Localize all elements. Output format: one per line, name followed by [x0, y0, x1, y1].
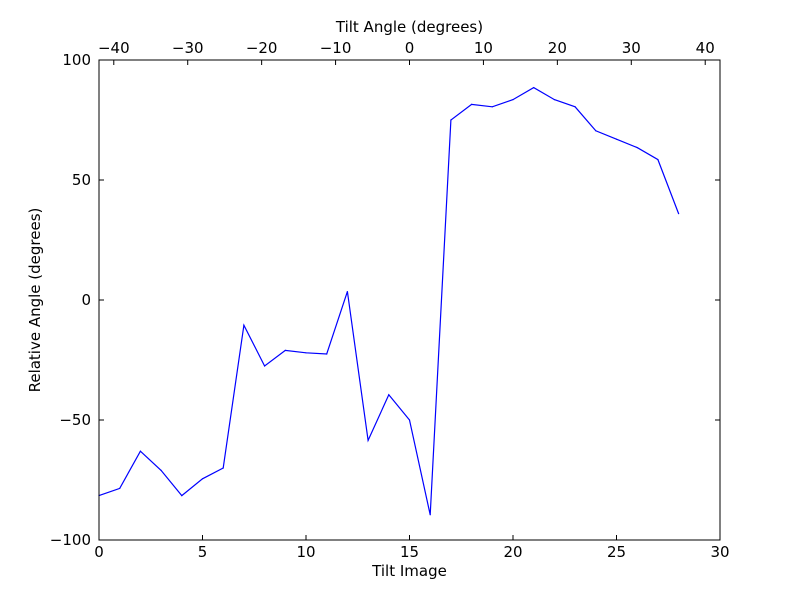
y-tick-label: 50: [72, 171, 91, 189]
data-point: [678, 213, 680, 215]
top-x-tick-label: 20: [548, 39, 567, 57]
top-x-tick-label: 0: [405, 39, 415, 57]
x-tick-label: 5: [198, 543, 208, 561]
data-point: [408, 419, 411, 421]
top-x-tick-label: −20: [246, 39, 278, 57]
y-tick-label: 0: [81, 291, 91, 309]
data-point: [326, 353, 328, 355]
data-point: [222, 467, 224, 469]
data-point: [160, 469, 162, 471]
data-point: [471, 103, 473, 105]
top-x-tick-label: −40: [98, 39, 130, 57]
data-point: [346, 291, 348, 293]
data-point: [615, 138, 618, 140]
y-tick-label: 100: [62, 51, 91, 69]
x-axis-title: Tilt Image: [371, 562, 447, 580]
x-tick-label: 10: [296, 543, 315, 561]
data-point: [574, 106, 576, 108]
y-tick-label: −50: [59, 411, 91, 429]
y-tick-label: −100: [50, 531, 91, 549]
data-point: [636, 147, 638, 149]
x-tick-label: 0: [94, 543, 104, 561]
top-x-tick-label: 30: [622, 39, 641, 57]
data-point: [201, 478, 204, 480]
x-tick-label: 30: [710, 543, 729, 561]
x-tick-label: 20: [503, 543, 522, 561]
data-point: [119, 487, 121, 489]
data-point: [305, 352, 307, 354]
data-point: [657, 159, 659, 161]
data-point: [264, 365, 266, 367]
data-point: [139, 450, 141, 452]
data-point: [243, 324, 245, 326]
top-x-tick-label: −10: [320, 39, 352, 57]
data-point: [533, 87, 535, 89]
data-point: [553, 99, 556, 101]
data-point: [367, 439, 369, 441]
data-point: [450, 119, 452, 121]
y-axis-title: Relative Angle (degrees): [26, 208, 44, 393]
data-point: [181, 495, 183, 497]
plot-frame: [98, 59, 721, 541]
top-x-tick-label: 10: [474, 39, 493, 57]
top-x-tick-label: 40: [696, 39, 715, 57]
data-point: [595, 130, 597, 132]
data-point: [388, 394, 390, 396]
x-tick-label: 15: [400, 543, 419, 561]
data-point: [512, 99, 514, 101]
x-tick-label: 25: [607, 543, 626, 561]
plot-area: [99, 60, 720, 540]
top-x-tick-label: −30: [172, 39, 204, 57]
top-x-axis-title: Tilt Angle (degrees): [335, 18, 483, 36]
data-point: [491, 106, 493, 108]
data-point: [429, 514, 431, 516]
data-point: [284, 349, 286, 351]
